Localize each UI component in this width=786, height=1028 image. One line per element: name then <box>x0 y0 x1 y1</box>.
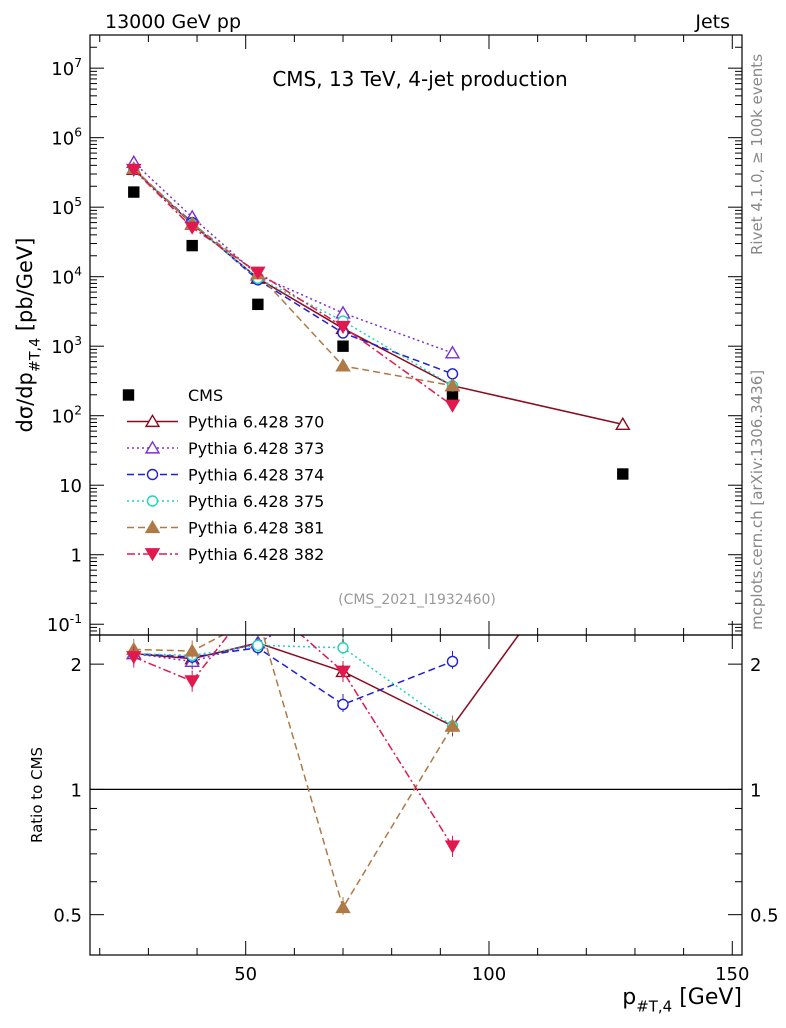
legend-marker-pythia-6-428-375 <box>146 495 159 507</box>
ratio-point-pythia-6-428-381 <box>444 718 461 732</box>
ratio-point-pythia-6-428-370 <box>616 485 629 496</box>
main-line-pythia-6-428-373 <box>133 161 453 354</box>
ratio-series <box>126 485 629 919</box>
ratio-tick-label: 2 <box>71 655 82 676</box>
ratio-point-pythia-6-428-382 <box>251 592 264 603</box>
ratio-point-pythia-6-428-375 <box>252 639 264 651</box>
legend-label-pythia-6-428-374: Pythia 6.428 374 <box>188 466 324 485</box>
ratio-tick-label: 1 <box>71 780 82 801</box>
main-line-pythia-6-428-381 <box>133 167 453 387</box>
x-tick-label: 150 <box>715 964 749 985</box>
main-axis-ticks: 10-1 1 10 102 103 104 105 106 107 <box>47 34 742 636</box>
ratio-line-pythia-6-428-381 <box>133 635 454 910</box>
ratio-point-pythia-6-428-382 <box>444 840 461 854</box>
ratio-point-pythia-6-428-381 <box>251 611 264 622</box>
main-point-pythia-6-428-382 <box>444 399 461 413</box>
legend-label-pythia-6-428-373: Pythia 6.428 373 <box>188 439 324 458</box>
y-tick-label: 104 <box>51 265 82 289</box>
y-tick-label: 102 <box>51 404 82 428</box>
cms-data-point <box>186 239 198 252</box>
ratio-axis-ticks: 0.5 0.5 1 1 2 2 50 100 150 <box>53 635 779 985</box>
analysis-tag: (CMS_2021_I1932460) <box>338 592 496 608</box>
main-series <box>126 154 631 480</box>
chart-title: CMS, 13 TeV, 4-jet production <box>272 67 567 91</box>
legend-marker-pythia-6-428-381 <box>144 519 161 534</box>
legend-label-cms: CMS <box>188 386 223 405</box>
ratio-point-pythia-6-428-373 <box>446 520 459 531</box>
y-axis-title: dσ/dp#T,4 [pb/GeV] <box>13 237 43 432</box>
rivet-label: Rivet 4.1.0, ≥ 100k events <box>748 54 766 255</box>
cms-data-point <box>252 298 264 311</box>
ratio-line-pythia-6-428-370 <box>133 635 520 727</box>
ratio-point-pythia-6-428-382 <box>184 675 200 689</box>
x-axis-title: p#T,4 [GeV] <box>622 985 742 1016</box>
main-point-pythia-6-428-373 <box>444 345 461 359</box>
ratio-point-pythia-6-428-382 <box>335 665 351 679</box>
header-right: Jets <box>694 11 730 33</box>
legend-marker-pythia-6-428-382 <box>144 548 161 562</box>
main-point-pythia-6-428-381 <box>335 358 351 372</box>
y-tick-label: 10-1 <box>47 612 82 636</box>
ratio-point-pythia-6-428-381 <box>335 900 351 914</box>
main-point-pythia-6-428-382 <box>335 320 351 335</box>
legend: CMS Pythia 6.428 370 Pythia 6.428 373 Pythi… <box>122 386 324 564</box>
ratio-tick-label: 1 <box>750 780 761 801</box>
main-line-pythia-6-428-382 <box>133 169 453 407</box>
y-tick-label: 10 <box>59 476 82 497</box>
cms-data-point <box>128 186 140 198</box>
y-tick-label: 106 <box>51 126 82 150</box>
ratio-tick-label: 0.5 <box>53 906 82 927</box>
y-axis-label: dσ/dp#T,4 [pb/GeV] <box>13 237 43 432</box>
ratio-line-pythia-6-428-382 <box>133 635 454 847</box>
ratio-point-pythia-6-428-382 <box>126 651 142 665</box>
ratio-tick-label: 0.5 <box>750 906 779 927</box>
cms-data-point <box>617 468 629 480</box>
ratio-tick-label: 2 <box>750 655 761 676</box>
legend-marker-pythia-6-428-373 <box>144 440 161 454</box>
ratio-point-pythia-6-428-374 <box>337 698 349 711</box>
main-point-pythia-6-428-382 <box>126 163 142 178</box>
y-tick-label: 1 <box>71 546 82 567</box>
main-point-pythia-6-428-374 <box>446 368 459 380</box>
y-tick-label: 105 <box>51 195 82 219</box>
ratio-point-pythia-6-428-374 <box>446 655 459 668</box>
x-tick-label: 50 <box>234 964 257 985</box>
mcplots-label: mcplots.cern.ch [arXiv:1306.3436] <box>748 370 766 630</box>
main-point-pythia-6-428-382 <box>184 221 200 235</box>
legend-marker-cms <box>122 389 135 401</box>
main-point-pythia-6-428-381 <box>444 378 461 392</box>
x-tick-label: 100 <box>472 964 506 985</box>
main-line-pythia-6-428-375 <box>133 168 453 387</box>
ratio-plot-frame <box>89 634 743 956</box>
legend-label-pythia-6-428-370: Pythia 6.428 370 <box>188 413 324 432</box>
main-point-pythia-6-428-382 <box>250 266 266 280</box>
ratio-point-pythia-6-428-375 <box>337 642 349 654</box>
ratio-axis-label: Ratio to CMS <box>28 747 46 843</box>
x-axis-label: p#T,4 [GeV] <box>622 985 742 1016</box>
legend-marker-pythia-6-428-374 <box>146 468 159 481</box>
header-left: 13000 GeV pp <box>105 11 241 33</box>
y-tick-label: 103 <box>51 334 82 358</box>
ratio-point-pythia-6-428-381 <box>184 643 200 657</box>
y-tick-label: 107 <box>51 56 82 80</box>
main-point-pythia-6-428-370 <box>615 416 631 430</box>
cms-data-point <box>337 340 349 352</box>
legend-label-pythia-6-428-375: Pythia 6.428 375 <box>188 492 324 511</box>
legend-marker-pythia-6-428-370 <box>144 413 161 428</box>
main-line-pythia-6-428-374 <box>133 168 453 375</box>
legend-label-pythia-6-428-382: Pythia 6.428 382 <box>188 545 324 564</box>
legend-label-pythia-6-428-381: Pythia 6.428 381 <box>188 519 324 538</box>
